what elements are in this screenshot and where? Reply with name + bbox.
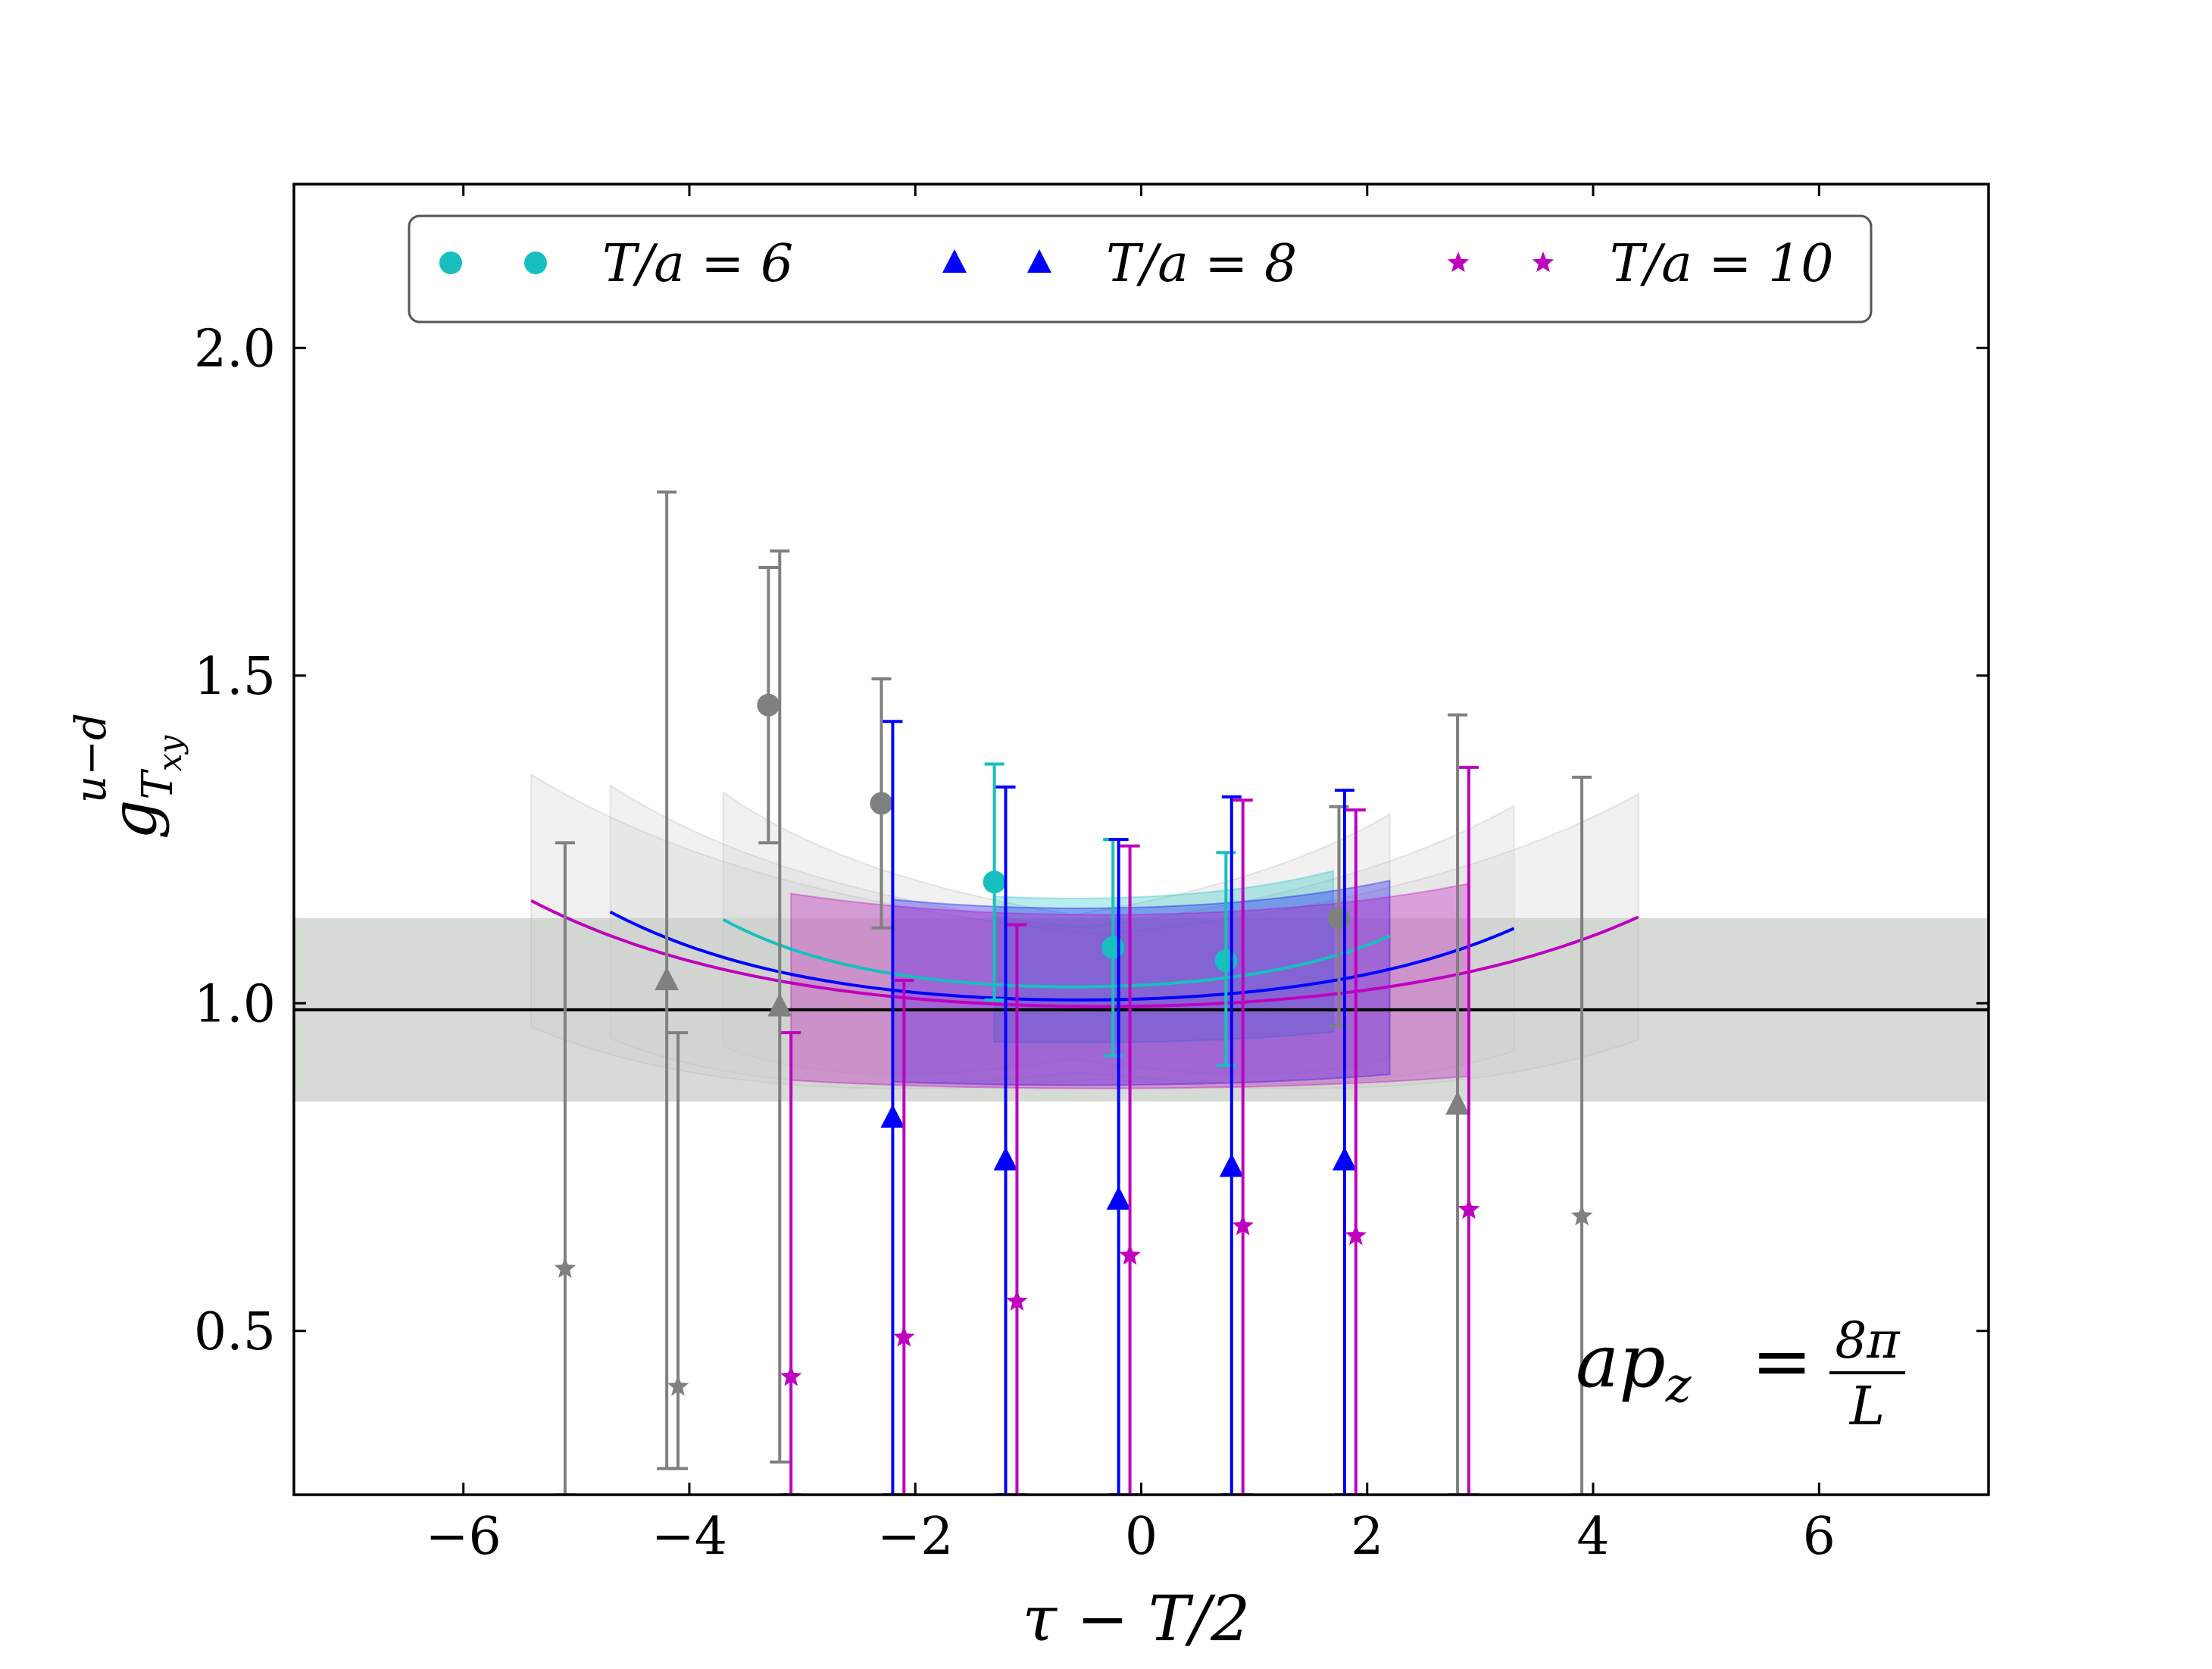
fit-curve-2 (609, 910, 1515, 1002)
data-point-triangle (880, 1104, 905, 1128)
data-point-star (1345, 1224, 1367, 1245)
data-point-circle (983, 870, 1006, 894)
data-point-star (1006, 1289, 1028, 1311)
annotation-equals: = (1751, 1319, 1812, 1404)
y-axis-label: gTxy u−d (67, 713, 189, 839)
x-axis-label: τ − T/2 (1023, 1583, 1251, 1655)
data-point-triangle (1445, 1091, 1470, 1115)
plot-area (294, 490, 1989, 1495)
data-point-star (780, 1365, 802, 1386)
legend-marker-triangle (1027, 249, 1051, 273)
data-point-circle (757, 693, 780, 717)
y-axis-label-sub: T (133, 769, 183, 800)
annotation-numerator: 8π (1835, 1311, 1901, 1370)
data-point-triangle (655, 966, 680, 990)
axis-ticks: −6 −4 −2 0 2 4 6 0.5 1.0 1.5 2.0 (194, 184, 1989, 1567)
data-point-triangle (767, 992, 792, 1017)
legend-label: T/a = 8 (1106, 234, 1297, 294)
x-tick-label: 6 (1803, 1507, 1836, 1567)
data-point-circle (1214, 949, 1238, 973)
data-point-star (1232, 1214, 1254, 1236)
x-tick-label: −2 (877, 1507, 953, 1567)
x-tick-label: −4 (651, 1507, 727, 1567)
data-point-star (1119, 1244, 1141, 1265)
annotation-lhs: ap (1576, 1319, 1666, 1404)
x-tick-label: 2 (1351, 1507, 1383, 1567)
data-point-triangle (1219, 1153, 1244, 1177)
data-point-circle (1101, 936, 1125, 959)
x-tick-label: 0 (1125, 1507, 1158, 1567)
legend-marker-star (1532, 252, 1554, 273)
data-point-star (1570, 1205, 1593, 1226)
y-tick-label: 1.0 (194, 974, 276, 1034)
svg-text:apz: apz (1576, 1319, 1692, 1414)
x-tick-label: −6 (426, 1507, 501, 1567)
momentum-annotation: apz = 8π L (1576, 1311, 1905, 1437)
y-tick-label: 2.0 (194, 319, 276, 379)
data-point-triangle (1106, 1186, 1131, 1210)
y-axis-label-subsub: xy (152, 734, 189, 771)
data-point-star (554, 1257, 576, 1278)
data-point-triangle (993, 1146, 1018, 1170)
data-point-star (667, 1375, 689, 1396)
annotation-lhs-sub: z (1665, 1358, 1692, 1414)
legend-frame (408, 214, 1873, 323)
plot-background (294, 184, 1989, 1495)
fit-curve-3 (530, 899, 1639, 1008)
data-point-star (1457, 1198, 1480, 1219)
y-tick-label: 0.5 (194, 1302, 276, 1362)
legend-marker-star (1447, 252, 1470, 273)
data-point-circle (870, 792, 893, 815)
legend: T/a = 6 T/a = 8 T/a = 10 (408, 214, 1873, 323)
legend-marker-circle (439, 252, 462, 274)
data-point-triangle (1332, 1146, 1357, 1170)
y-axis-label-sup: u−d (67, 713, 116, 803)
svg-text:gTxyu−d: gTxy u−d (67, 713, 189, 839)
annotation-denominator: L (1848, 1375, 1885, 1437)
data-point-circle (1327, 906, 1351, 930)
legend-marker-circle (524, 252, 547, 274)
x-tick-label: 4 (1576, 1507, 1609, 1567)
data-point-star (893, 1326, 915, 1347)
legend-marker-triangle (942, 249, 967, 273)
y-tick-label: 1.5 (194, 647, 276, 707)
legend-label: T/a = 6 (602, 234, 793, 294)
fit-curve-1 (722, 918, 1391, 989)
legend-label: T/a = 10 (1610, 234, 1834, 294)
y-axis-label-base: g (98, 800, 170, 840)
